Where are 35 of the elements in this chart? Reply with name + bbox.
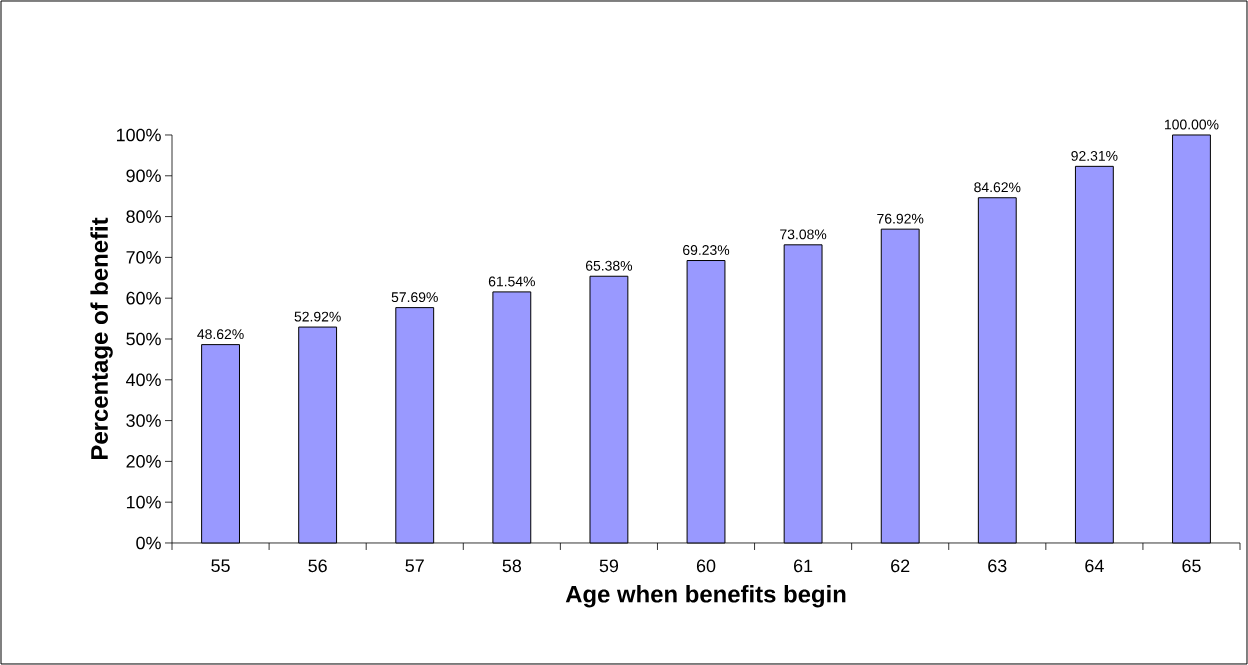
data-label: 48.62% [197, 329, 244, 340]
data-label: 52.92% [294, 311, 341, 322]
x-tick-label: 59 [599, 559, 619, 573]
y-tick-label: 60% [126, 291, 161, 305]
x-tick-label: 65 [1182, 559, 1201, 573]
x-tick-label: 60 [696, 559, 716, 573]
y-axis-title: Percentage of benefit [90, 217, 113, 459]
x-tick-label: 57 [405, 559, 424, 573]
data-label: 100.00% [1165, 119, 1219, 130]
x-axis-title: Age when benefits begin [565, 585, 846, 608]
data-label: 69.23% [683, 245, 730, 256]
y-tick-label: 70% [126, 251, 161, 264]
y-tick-label: 50% [126, 332, 161, 346]
data-label: 57.69% [391, 292, 438, 303]
data-label: 76.92% [877, 213, 924, 224]
y-tick-label: 100% [116, 128, 161, 142]
x-tick-label: 55 [211, 559, 230, 573]
data-label: 61.54% [488, 276, 535, 287]
x-tick-label: 56 [308, 559, 327, 573]
y-tick-label: 90% [126, 169, 161, 183]
x-tick-label: 58 [502, 559, 522, 573]
x-tick-label: 63 [988, 559, 1007, 573]
y-tick-label: 0% [136, 536, 161, 550]
y-tick-label: 20% [126, 455, 161, 468]
data-label: 73.08% [780, 229, 827, 240]
y-tick-label: 10% [126, 495, 161, 509]
x-tick-label: 62 [891, 559, 910, 573]
data-label: 65.38% [585, 260, 633, 271]
y-tick-label: 40% [126, 373, 161, 387]
data-label: 84.62% [974, 182, 1021, 193]
x-tick-label: 61 [794, 559, 813, 573]
x-tick-label: 64 [1085, 559, 1104, 573]
y-tick-label: 30% [126, 414, 161, 427]
y-tick-label: 80% [126, 210, 161, 223]
data-label: 92.31% [1071, 150, 1118, 161]
